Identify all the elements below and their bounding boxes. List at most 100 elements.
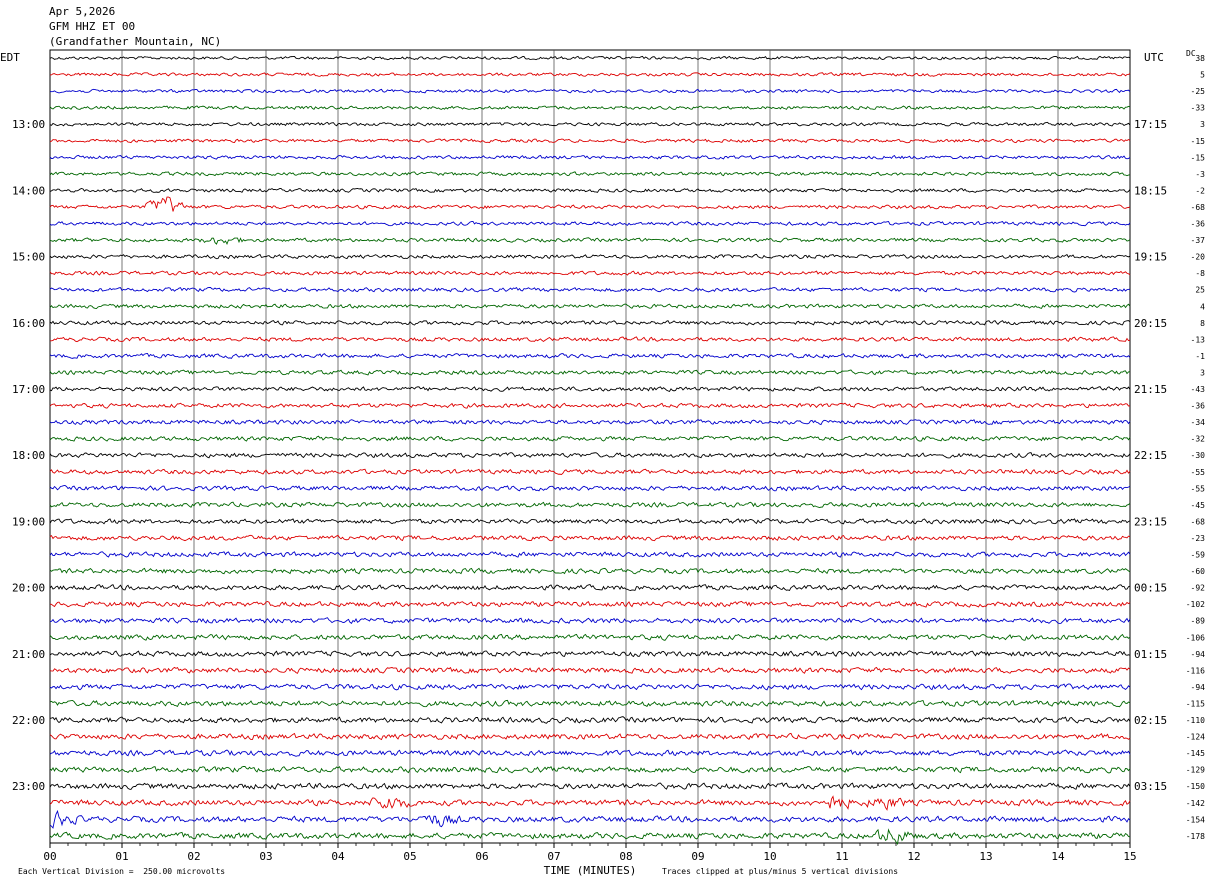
- seismic-trace: [49, 369, 1131, 376]
- seismic-trace: [49, 220, 1131, 227]
- seismic-trace: [49, 765, 1131, 774]
- dc-offset-label: -15: [1191, 153, 1206, 162]
- seismic-trace: [49, 287, 1131, 293]
- utc-hour-label: 20:15: [1134, 317, 1167, 330]
- dc-offset-label: -20: [1191, 253, 1206, 262]
- seismic-trace: [49, 501, 1131, 508]
- station-location: (Grandfather Mountain, NC): [49, 35, 222, 48]
- seismic-trace: [49, 435, 1131, 442]
- dc-offset-label: -1: [1195, 352, 1205, 361]
- seismic-trace: [49, 600, 1131, 608]
- utc-hour-label: 01:15: [1134, 648, 1167, 661]
- edt-hour-label: 16:00: [12, 317, 45, 330]
- dc-offset-label: 3: [1200, 120, 1205, 129]
- x-tick-label: 06: [475, 850, 488, 863]
- seismic-trace: [49, 386, 1131, 393]
- edt-hour-label: 14:00: [12, 184, 45, 197]
- dc-offset-label: -32: [1191, 435, 1206, 444]
- seismic-trace: [49, 666, 1131, 674]
- dc-offset-label: -45: [1191, 501, 1206, 510]
- dc-offset-label: -37: [1191, 236, 1206, 245]
- dc-offset-label: -68: [1191, 203, 1206, 212]
- dc-offset-label: -116: [1186, 666, 1205, 675]
- dc-offset-label: -94: [1191, 650, 1206, 659]
- seismic-trace: [49, 468, 1131, 475]
- seismic-trace: [49, 303, 1131, 309]
- dc-offset-label: -94: [1191, 683, 1206, 692]
- seismic-trace: [49, 402, 1131, 409]
- dc-offset-label: -15: [1191, 137, 1206, 146]
- dc-offset-label: 25: [1195, 286, 1205, 295]
- dc-offset-label: -106: [1186, 633, 1205, 642]
- dc-offset-label: -68: [1191, 517, 1206, 526]
- seismic-trace: [49, 419, 1131, 426]
- seismic-trace: [49, 196, 1131, 212]
- seismic-trace: [49, 171, 1131, 177]
- plot-frame: [49, 49, 1131, 844]
- plot-date: Apr 5,2026: [49, 5, 116, 18]
- dc-offset-label: -25: [1191, 87, 1206, 96]
- x-tick-label: 04: [331, 850, 345, 863]
- seismic-trace: [49, 138, 1131, 144]
- x-tick-label: 02: [187, 850, 200, 863]
- utc-hour-label: 17:15: [1134, 118, 1167, 131]
- dc-offset-label: 38: [1195, 54, 1205, 63]
- utc-label: UTC: [1144, 51, 1164, 64]
- seismic-trace: [49, 270, 1131, 276]
- seismic-trace: [49, 699, 1131, 708]
- dc-offset-label: -30: [1191, 451, 1206, 460]
- edt-label: EDT: [0, 51, 20, 64]
- seismic-trace: [49, 452, 1131, 459]
- edt-hour-label: 21:00: [12, 648, 45, 661]
- dc-offset-label: -36: [1191, 220, 1206, 229]
- x-tick-label: 00: [43, 850, 56, 863]
- edt-hour-label: 22:00: [12, 714, 45, 727]
- x-tick-label: 03: [259, 850, 272, 863]
- dc-offset-label: -154: [1186, 815, 1205, 824]
- utc-hour-label: 02:15: [1134, 714, 1167, 727]
- x-tick-label: 08: [619, 850, 632, 863]
- dc-offset-label: -178: [1186, 832, 1205, 841]
- seismic-trace: [49, 795, 1131, 811]
- station-name: GFM HHZ ET 00: [49, 20, 136, 33]
- dc-offset-label: -60: [1191, 567, 1206, 576]
- seismic-trace: [49, 650, 1131, 658]
- seismic-trace: [49, 485, 1131, 492]
- x-tick-label: 11: [835, 850, 848, 863]
- dc-offset-label: -110: [1186, 716, 1205, 725]
- x-axis-label: TIME (MINUTES): [544, 864, 637, 877]
- dc-offset-label: -55: [1191, 468, 1206, 477]
- seismic-trace: [49, 584, 1131, 592]
- edt-hour-label: 15:00: [12, 251, 45, 264]
- dc-offset-label: -115: [1186, 699, 1205, 708]
- seismic-trace: [49, 121, 1131, 127]
- dc-offset-label: -145: [1186, 749, 1205, 758]
- seismic-trace: [49, 55, 1131, 61]
- seismic-trace: [49, 716, 1131, 724]
- utc-hour-label: 23:15: [1134, 515, 1167, 528]
- seismic-trace: [49, 237, 1131, 246]
- edt-hour-label: 23:00: [12, 780, 45, 793]
- dc-offset-label: -2: [1195, 186, 1205, 195]
- dc-offset-label: -92: [1191, 584, 1206, 593]
- dc-offset-label: -13: [1191, 335, 1206, 344]
- seismic-trace: [49, 749, 1131, 757]
- dc-offset-label: -150: [1186, 782, 1205, 791]
- seismic-trace: [49, 518, 1131, 525]
- utc-hour-label: 22:15: [1134, 449, 1167, 462]
- seismic-trace: [49, 567, 1131, 575]
- x-tick-label: 13: [979, 850, 992, 863]
- utc-hour-label: 19:15: [1134, 251, 1167, 264]
- dc-offset-label: -3: [1195, 170, 1205, 179]
- seismic-trace: [49, 253, 1131, 260]
- x-tick-label: 01: [115, 850, 128, 863]
- dc-offset-label: -36: [1191, 402, 1206, 411]
- scale-note: Each Vertical Division = 250.00 microvol…: [18, 867, 226, 876]
- x-tick-label: 07: [547, 850, 560, 863]
- dc-offset-label: 3: [1200, 368, 1205, 377]
- dc-offset-label: -129: [1186, 766, 1205, 775]
- x-tick-label: 05: [403, 850, 416, 863]
- edt-hour-label: 13:00: [12, 118, 45, 131]
- dc-offset-label: -34: [1191, 418, 1206, 427]
- seismic-trace: [49, 105, 1131, 110]
